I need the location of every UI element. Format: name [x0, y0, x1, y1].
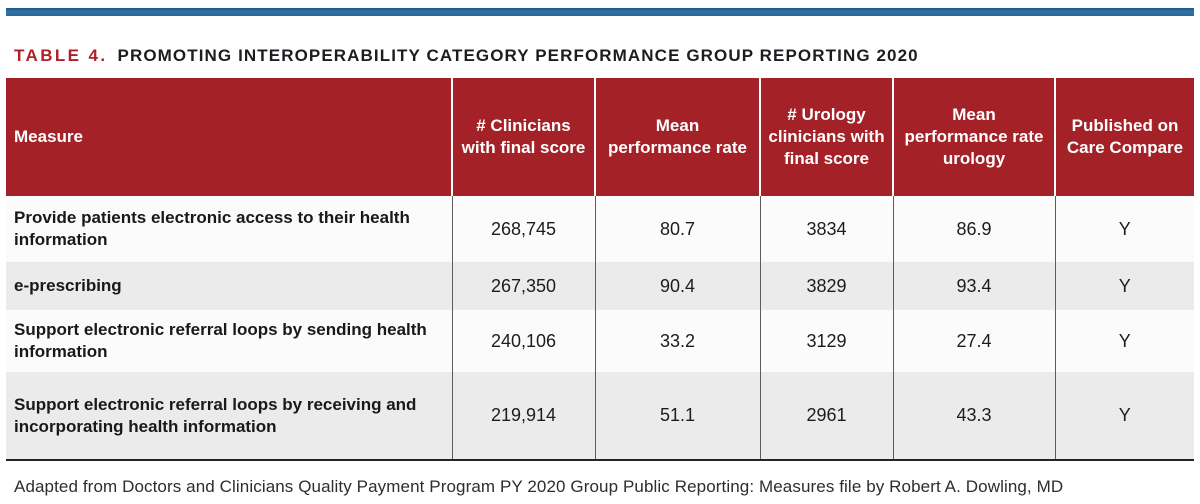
column-header-mean-performance-rate: Mean performance rate [594, 78, 760, 196]
clinicians-final-score-cell: 240,106 [451, 310, 595, 372]
table-row: Provide patients electronic access to th… [6, 196, 1194, 262]
mean-performance-rate-urology-cell: 93.4 [892, 262, 1055, 310]
data-table-container: Measure # Clinicians with final score Me… [6, 78, 1194, 461]
measure-cell: Support electronic referral loops by sen… [14, 320, 427, 361]
published-care-compare-cell: Y [1054, 310, 1194, 372]
source-footnote: Adapted from Doctors and Clinicians Qual… [14, 477, 1064, 496]
mean-performance-rate-cell: 51.1 [594, 372, 760, 460]
measure-cell: Provide patients electronic access to th… [14, 208, 410, 249]
published-care-compare-cell: Y [1054, 372, 1194, 460]
published-care-compare-cell: Y [1054, 262, 1194, 310]
table-row: Support electronic referral loops by sen… [6, 310, 1194, 372]
data-table: Measure # Clinicians with final score Me… [6, 78, 1194, 461]
table-number-label: TABLE 4. [14, 46, 108, 65]
table-row: Support electronic referral loops by rec… [6, 372, 1194, 460]
column-header-measure: Measure [6, 78, 452, 196]
column-header-urology-clinicians-final-score: # Urology clinicians with final score [759, 78, 893, 196]
mean-performance-rate-urology-cell: 43.3 [892, 372, 1055, 460]
urology-clinicians-final-score-cell: 3129 [759, 310, 893, 372]
header-row: Measure # Clinicians with final score Me… [6, 78, 1194, 196]
table-body: Provide patients electronic access to th… [6, 196, 1194, 460]
page-title: TABLE 4. PROMOTING INTEROPERABILITY CATEG… [14, 46, 919, 66]
clinicians-final-score-cell: 267,350 [451, 262, 595, 310]
urology-clinicians-final-score-cell: 2961 [759, 372, 893, 460]
top-accent-bar [6, 8, 1194, 16]
table-title-text: PROMOTING INTEROPERABILITY CATEGORY PERF… [117, 46, 919, 65]
published-care-compare-cell: Y [1054, 196, 1194, 262]
mean-performance-rate-urology-cell: 27.4 [892, 310, 1055, 372]
mean-performance-rate-cell: 90.4 [594, 262, 760, 310]
measure-cell: e-prescribing [14, 276, 122, 296]
column-header-published-care-compare: Published on Care Compare [1054, 78, 1194, 196]
clinicians-final-score-cell: 219,914 [451, 372, 595, 460]
clinicians-final-score-cell: 268,745 [451, 196, 595, 262]
table-row: e-prescribing 267,350 90.4 3829 93.4 Y [6, 262, 1194, 310]
measure-cell: Support electronic referral loops by rec… [14, 394, 417, 436]
mean-performance-rate-urology-cell: 86.9 [892, 196, 1055, 262]
column-header-mean-performance-rate-urology: Mean performance rate urology [892, 78, 1055, 196]
urology-clinicians-final-score-cell: 3834 [759, 196, 893, 262]
table-header: Measure # Clinicians with final score Me… [6, 78, 1194, 196]
urology-clinicians-final-score-cell: 3829 [759, 262, 893, 310]
mean-performance-rate-cell: 80.7 [594, 196, 760, 262]
mean-performance-rate-cell: 33.2 [594, 310, 760, 372]
column-header-clinicians-final-score: # Clinicians with final score [451, 78, 595, 196]
